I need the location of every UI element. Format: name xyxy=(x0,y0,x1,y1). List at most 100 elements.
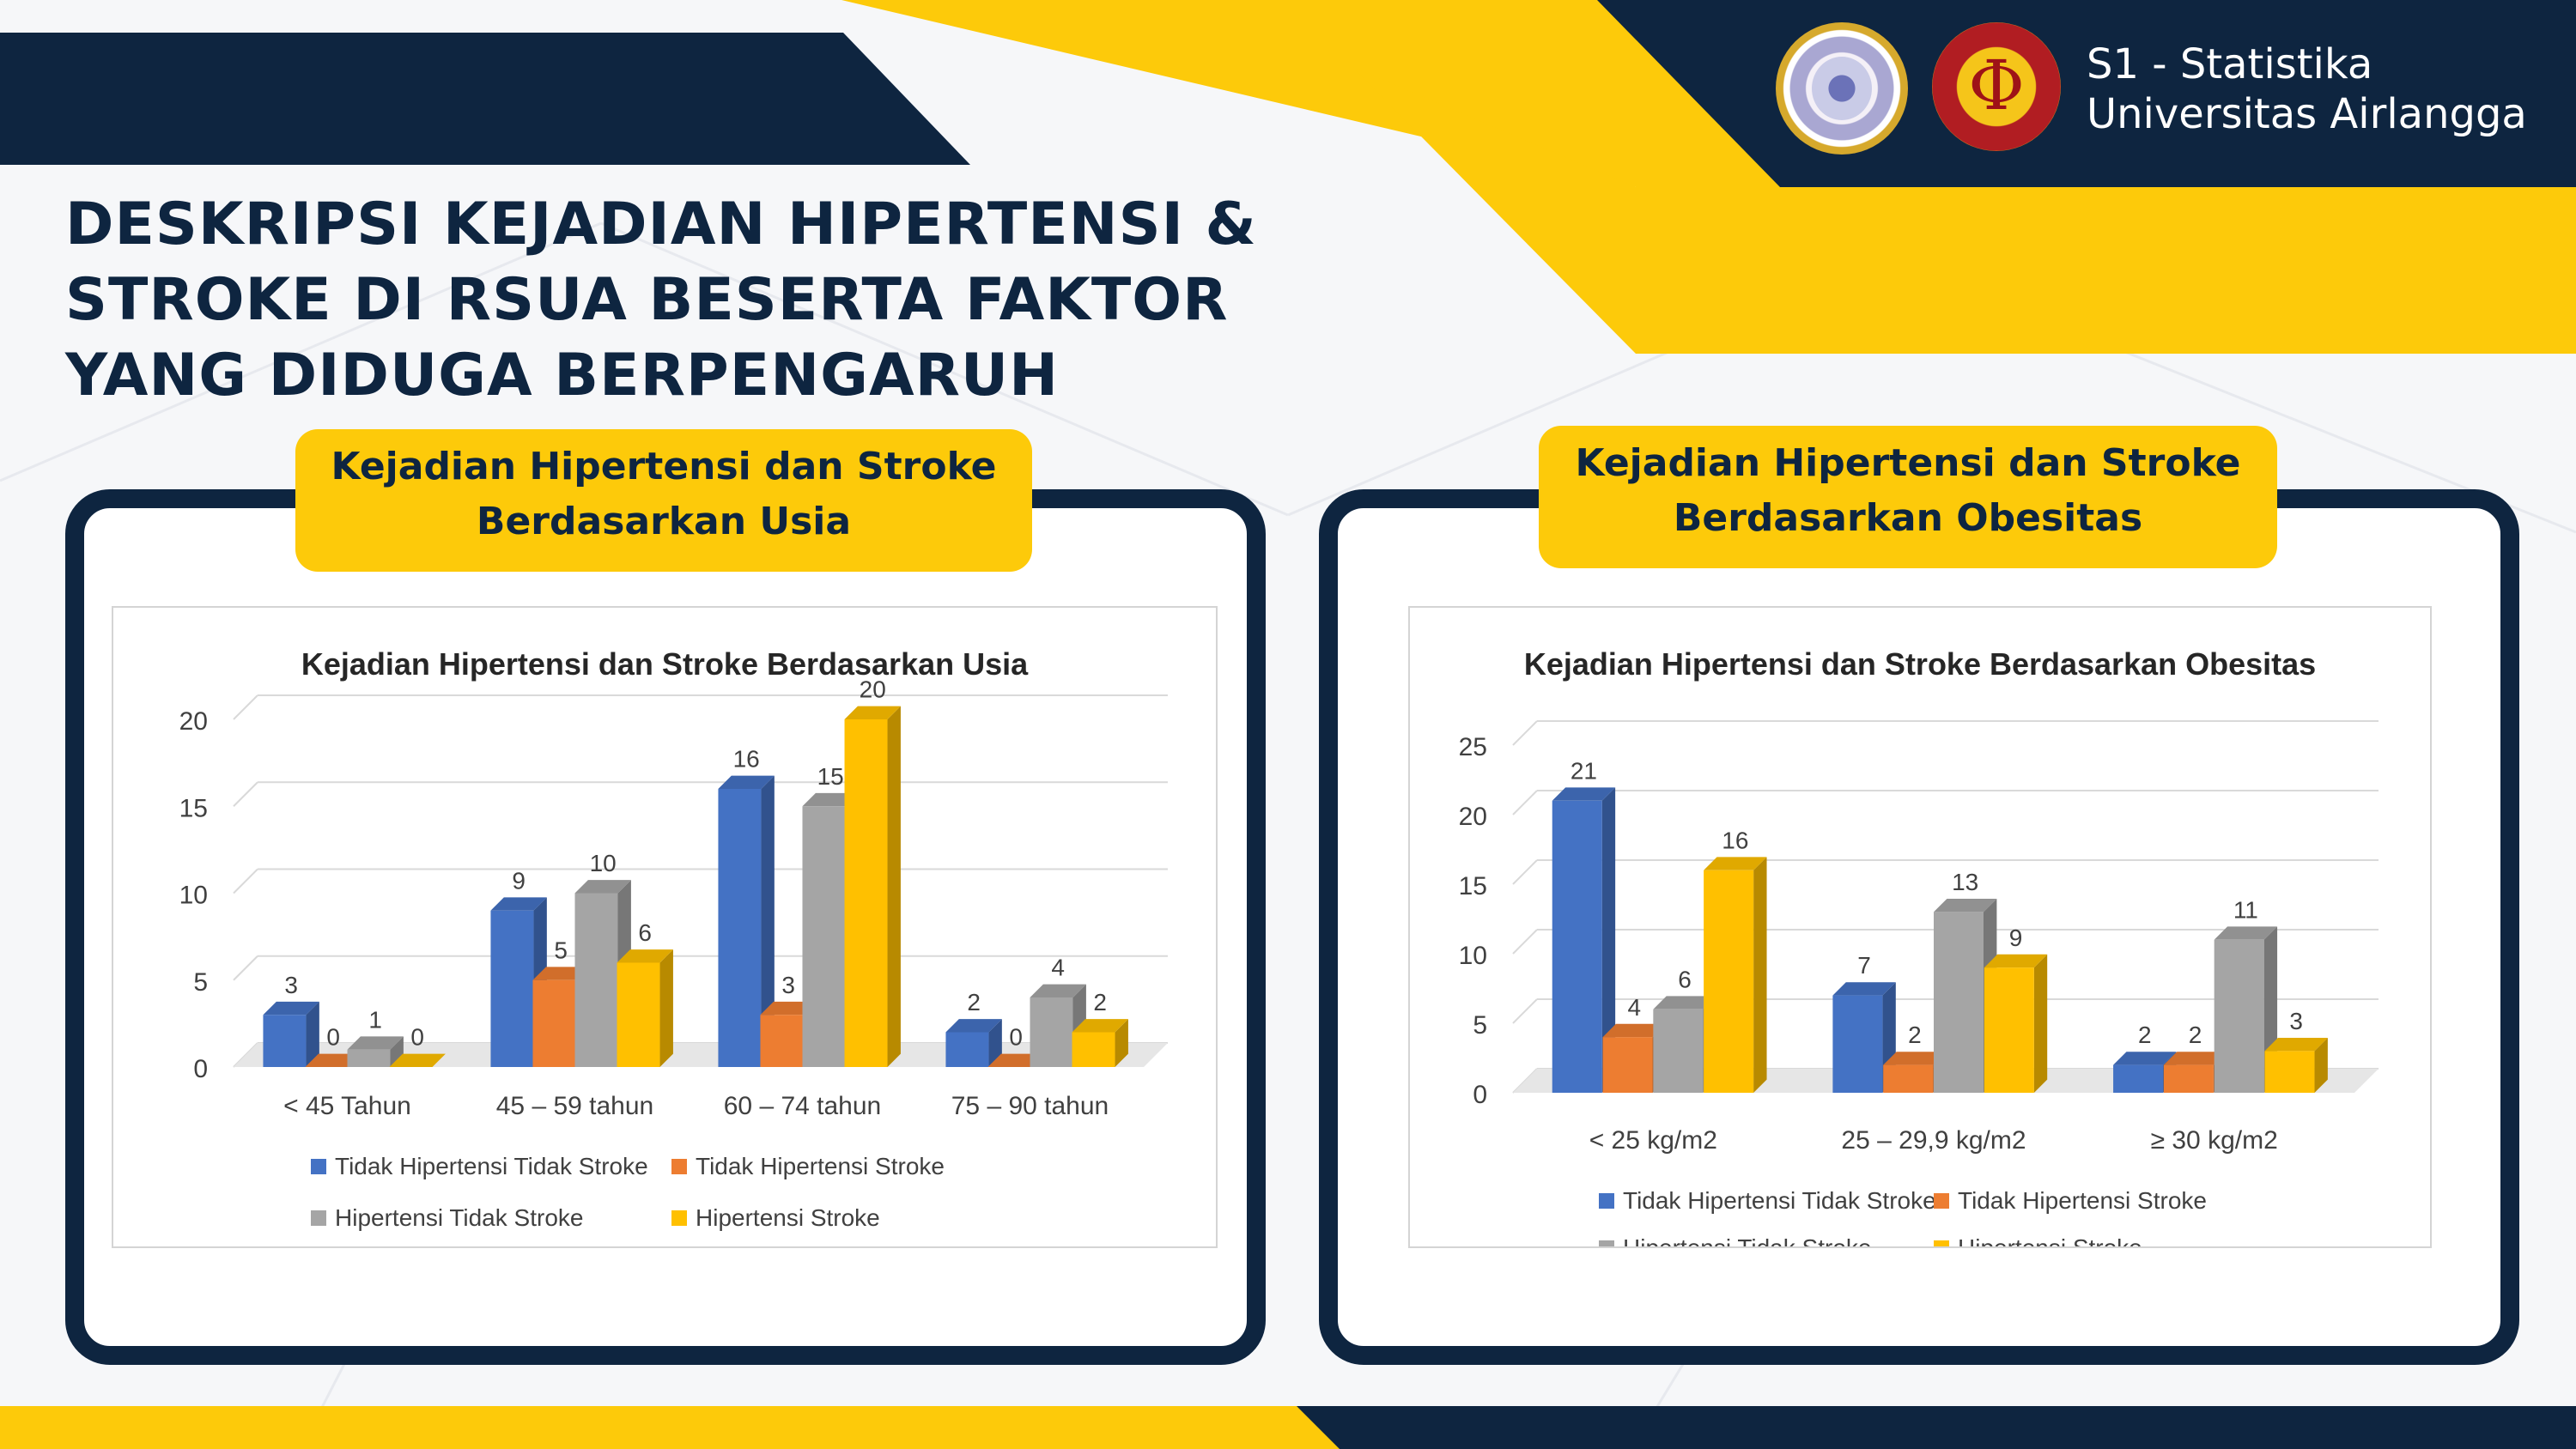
legend-swatch xyxy=(311,1210,326,1226)
chart-floor xyxy=(234,1043,1168,1067)
chart-title: Kejadian Hipertensi dan Stroke Berdasark… xyxy=(1524,646,2316,682)
bar-top xyxy=(1030,984,1086,997)
bar-top xyxy=(2214,926,2278,940)
bar-top xyxy=(2163,1052,2227,1065)
chart-title: Kejadian Hipertensi dan Stroke Berdasark… xyxy=(301,646,1029,682)
chart-frame-obesitas: Kejadian Hipertensi dan Stroke Berdasark… xyxy=(1408,606,2432,1261)
bar xyxy=(1552,800,1602,1093)
gridline-side xyxy=(233,781,258,807)
legend-label: Hipertensi Stroke xyxy=(696,1204,880,1231)
data-label: 4 xyxy=(1627,994,1641,1021)
bar-top xyxy=(1602,1023,1666,1038)
data-label: 0 xyxy=(1009,1024,1023,1051)
legend-label: Tidak Hipertensi Stroke xyxy=(1958,1187,2207,1214)
bar xyxy=(2163,1064,2214,1093)
bar-top xyxy=(574,880,631,894)
brand-line2: Universitas Airlangga xyxy=(2087,90,2527,138)
legend-label: Tidak Hipertensi Tidak Stroke xyxy=(1623,1187,1936,1214)
label-obesitas: Kejadian Hipertensi dan Stroke Berdasark… xyxy=(1539,426,2277,568)
category-label: 75 – 90 tahun xyxy=(951,1092,1109,1120)
bar xyxy=(1934,912,1984,1093)
bar xyxy=(347,1049,391,1067)
bar xyxy=(760,1015,804,1067)
bar-side xyxy=(761,775,775,1067)
y-tick-label: 15 xyxy=(179,794,208,822)
data-label: 3 xyxy=(781,972,795,998)
legend-swatch xyxy=(671,1210,687,1226)
chart-obesitas: Kejadian Hipertensi dan Stroke Berdasark… xyxy=(1459,646,2379,1261)
legend-swatch xyxy=(1599,1240,1614,1256)
bar-side xyxy=(887,706,901,1067)
airlangga-logo xyxy=(1776,22,1908,155)
brand-line1: S1 - Statistika xyxy=(2087,40,2373,88)
legend-swatch xyxy=(311,1159,326,1174)
data-label: 2 xyxy=(1908,1022,1922,1048)
category-label: 45 – 59 tahun xyxy=(496,1092,654,1120)
y-tick-label: 5 xyxy=(1473,1011,1487,1040)
data-label: 2 xyxy=(967,989,981,1016)
bar xyxy=(718,789,762,1067)
bar-side xyxy=(2314,1038,2328,1093)
data-label: 4 xyxy=(1051,955,1065,981)
data-label: 3 xyxy=(2289,1008,2303,1034)
y-tick-label: 10 xyxy=(179,882,208,910)
bar xyxy=(490,910,534,1067)
y-tick-label: 0 xyxy=(1473,1081,1487,1109)
data-label: 0 xyxy=(326,1024,340,1051)
bar-top xyxy=(490,897,547,911)
bar xyxy=(2214,939,2264,1093)
bar-top xyxy=(1704,857,1767,870)
bar-side xyxy=(390,1036,404,1067)
bar-top xyxy=(1653,996,1716,1009)
bar-top xyxy=(1934,899,1997,912)
data-label: 13 xyxy=(1952,869,1978,895)
y-tick-label: 15 xyxy=(1459,872,1487,900)
y-tick-label: 25 xyxy=(1459,733,1487,761)
bar xyxy=(617,962,660,1067)
category-label: < 45 Tahun xyxy=(283,1092,411,1120)
gridline-side xyxy=(233,955,258,981)
data-label: 10 xyxy=(590,850,617,876)
bar-side xyxy=(1753,857,1767,1093)
gridline-side xyxy=(1512,790,1538,815)
data-label: 9 xyxy=(512,867,526,894)
data-label: 6 xyxy=(638,919,652,946)
chart-usia: Kejadian Hipertensi dan Stroke Berdasark… xyxy=(179,646,1168,1231)
bar xyxy=(1832,995,1883,1093)
legend-label: Tidak Hipertensi Tidak Stroke xyxy=(335,1153,648,1179)
bar-top xyxy=(2264,1038,2328,1052)
bar xyxy=(844,719,888,1067)
data-label: 20 xyxy=(860,676,886,703)
data-label: 15 xyxy=(817,763,844,790)
page-title: DESKRIPSI KEJADIAN HIPERTENSI & STROKE D… xyxy=(65,191,1257,409)
bar-side xyxy=(1601,787,1616,1093)
data-label: 16 xyxy=(1722,827,1748,853)
bar-side xyxy=(2033,954,2048,1093)
bar xyxy=(1984,967,2034,1093)
bar xyxy=(1704,870,1754,1093)
bar-top xyxy=(718,775,775,789)
bar xyxy=(945,1032,989,1067)
gridline-side xyxy=(1512,929,1538,955)
footer-navy-bar xyxy=(1297,1406,2576,1449)
bar-top xyxy=(347,1036,404,1050)
bar xyxy=(802,806,846,1067)
bar-side xyxy=(306,1001,319,1067)
bar-top xyxy=(1552,787,1616,801)
data-label: 9 xyxy=(2009,925,2023,951)
bar-top xyxy=(1984,954,2048,968)
y-tick-label: 10 xyxy=(1459,942,1487,970)
brand: S1 - Statistika Universitas Airlangga xyxy=(2087,39,2527,139)
bar-top xyxy=(617,949,673,963)
legend-swatch xyxy=(1599,1193,1614,1209)
data-label: 3 xyxy=(284,972,298,998)
category-label: ≥ 30 kg/m2 xyxy=(2151,1126,2278,1155)
bar-top xyxy=(945,1019,1002,1033)
legend-label: Hipertensi Stroke xyxy=(1958,1234,2142,1246)
bar-side xyxy=(988,1019,1002,1067)
category-label: 60 – 74 tahun xyxy=(724,1092,882,1120)
bar-side xyxy=(659,949,673,1067)
bar-top xyxy=(1832,982,1896,996)
gridline-side xyxy=(1512,859,1538,885)
